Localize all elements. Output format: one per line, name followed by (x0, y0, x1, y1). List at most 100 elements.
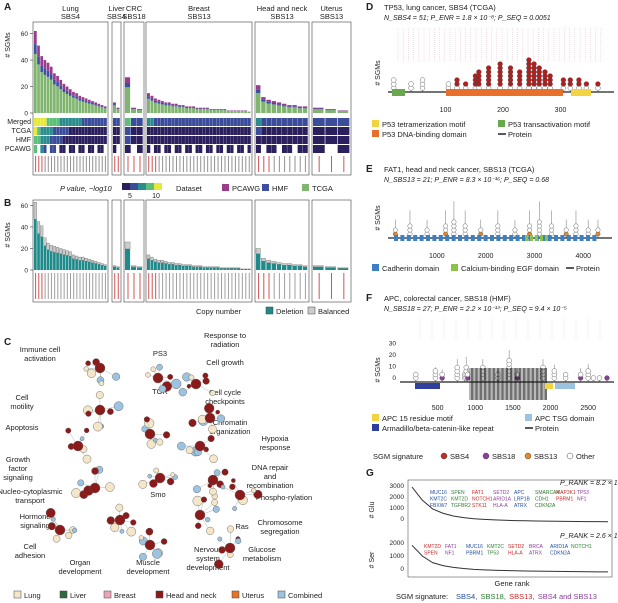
cluster-label: Cell (16, 393, 29, 402)
network-node (202, 372, 209, 379)
cluster-label: Response to (204, 331, 246, 340)
panel-e-xtick: 3000 (527, 253, 543, 260)
bar-a-tcga (100, 107, 104, 113)
bar-a-hmf (261, 99, 266, 102)
network-node (214, 559, 224, 569)
lollipop-dot (527, 227, 532, 233)
cadherin-domain (451, 235, 456, 241)
panel-a-group-sub: SBS4 (61, 12, 80, 21)
panel-a-frame (311, 21, 352, 176)
network-node (209, 454, 218, 463)
bar-b-deletion (40, 236, 44, 270)
bar-b-deletion (271, 263, 277, 270)
bar-a-tcga (164, 105, 168, 113)
heat-cell (40, 127, 44, 135)
heat-cell (100, 127, 104, 135)
heat-cell (84, 118, 88, 126)
bar-a-hmf (43, 68, 47, 75)
heat-cell (325, 145, 338, 153)
heat-cell (68, 145, 72, 153)
bar-b-balanced (212, 266, 216, 268)
cluster-label: Chromosome (257, 518, 302, 527)
sig-legend-label: SBS4 and SBS13 (538, 592, 597, 601)
bar-a-tcga (188, 108, 192, 113)
gene-label-glu: FBXW7 (430, 503, 447, 509)
bar-a-pcawg (157, 99, 161, 102)
sig-legend-label: SBS13, (509, 592, 534, 601)
heat-cell (49, 118, 53, 126)
heat-cell (216, 118, 220, 126)
heat-cell (125, 136, 131, 144)
sgm-legend-title: SGM signature (373, 452, 423, 461)
heat-cell (91, 127, 95, 135)
heat-cell (150, 127, 154, 135)
heat-cell (157, 145, 161, 153)
dataset-label: HMF (272, 184, 289, 193)
bar-a-hmf (87, 101, 91, 104)
heat-cell (131, 136, 137, 144)
bar-a-hmf (276, 104, 282, 106)
gene-label-tick (114, 273, 116, 299)
panel-b-label: B (4, 198, 11, 209)
bar-b-deletion (68, 256, 72, 270)
bar-a-hmf (53, 79, 56, 85)
bar-a-tcga (199, 109, 202, 113)
bar-b-balanced (71, 254, 75, 259)
gene-label-tick (101, 273, 103, 299)
domain-legend-label: Protein (508, 130, 532, 139)
gene-label-tick (207, 273, 209, 299)
bar-b-deletion (153, 261, 157, 270)
heat-cell (237, 118, 241, 126)
heat-cell (131, 127, 137, 135)
domain-dna-binding (446, 89, 563, 96)
sgm-legend-label: SBS18 (492, 452, 515, 461)
cluster-legend-label: Lung (24, 591, 41, 600)
bar-b-balanced (230, 267, 234, 269)
heat-cell (75, 145, 79, 153)
gene-label-tick (248, 156, 250, 172)
bar-a-tcga (237, 111, 241, 113)
heat-cell (244, 127, 248, 135)
heat-cell (216, 127, 220, 135)
network-node (146, 439, 156, 449)
cluster-label: organization (210, 427, 251, 436)
heat-cell (56, 145, 60, 153)
network-node (145, 372, 151, 378)
gene-label-glu: MAP3K1 (556, 490, 576, 496)
bar-a-tcga (185, 108, 189, 113)
domain-legend-swatch (525, 414, 532, 421)
lollipop-dot (408, 81, 414, 87)
gene-label-tick (89, 273, 91, 299)
heat-cell (72, 136, 76, 144)
bar-a-pcawg (266, 99, 271, 102)
bar-a-pcawg (91, 101, 94, 103)
gene-label-tick (101, 156, 103, 172)
bar-a-hmf (75, 96, 78, 99)
cluster-label: development (127, 567, 171, 576)
gene-label-tick (139, 273, 141, 299)
cadherin-domain (541, 235, 546, 241)
domain-legend-label: P53 transactivation motif (508, 120, 591, 129)
panel-b-frame (311, 199, 352, 303)
lollipop-dot (392, 227, 398, 233)
heat-cell (116, 118, 120, 126)
heat-cell (276, 127, 282, 135)
lollipop-dot (462, 223, 468, 229)
bar-a-pcawg (261, 97, 266, 100)
cluster-label: Cell cycle (209, 388, 241, 397)
lollipop-dot (536, 227, 542, 233)
network-node (115, 503, 124, 512)
gene-label-tick (245, 156, 247, 172)
heat-cell (247, 127, 251, 135)
network-node (130, 519, 137, 526)
gene-label-tick (117, 156, 119, 172)
bar-a-tcga (226, 111, 230, 113)
gene-label-tick (95, 156, 97, 172)
bar-b-deletion (313, 266, 324, 270)
bar-b-deletion (188, 265, 192, 270)
bar-a-tcga (34, 53, 37, 113)
heat-cell (87, 118, 91, 126)
panel-g-p1: P_RANK = 8.2 × 10⁻⁶ (560, 480, 618, 487)
bar-a-tcga (75, 98, 78, 113)
network-node (77, 479, 85, 487)
